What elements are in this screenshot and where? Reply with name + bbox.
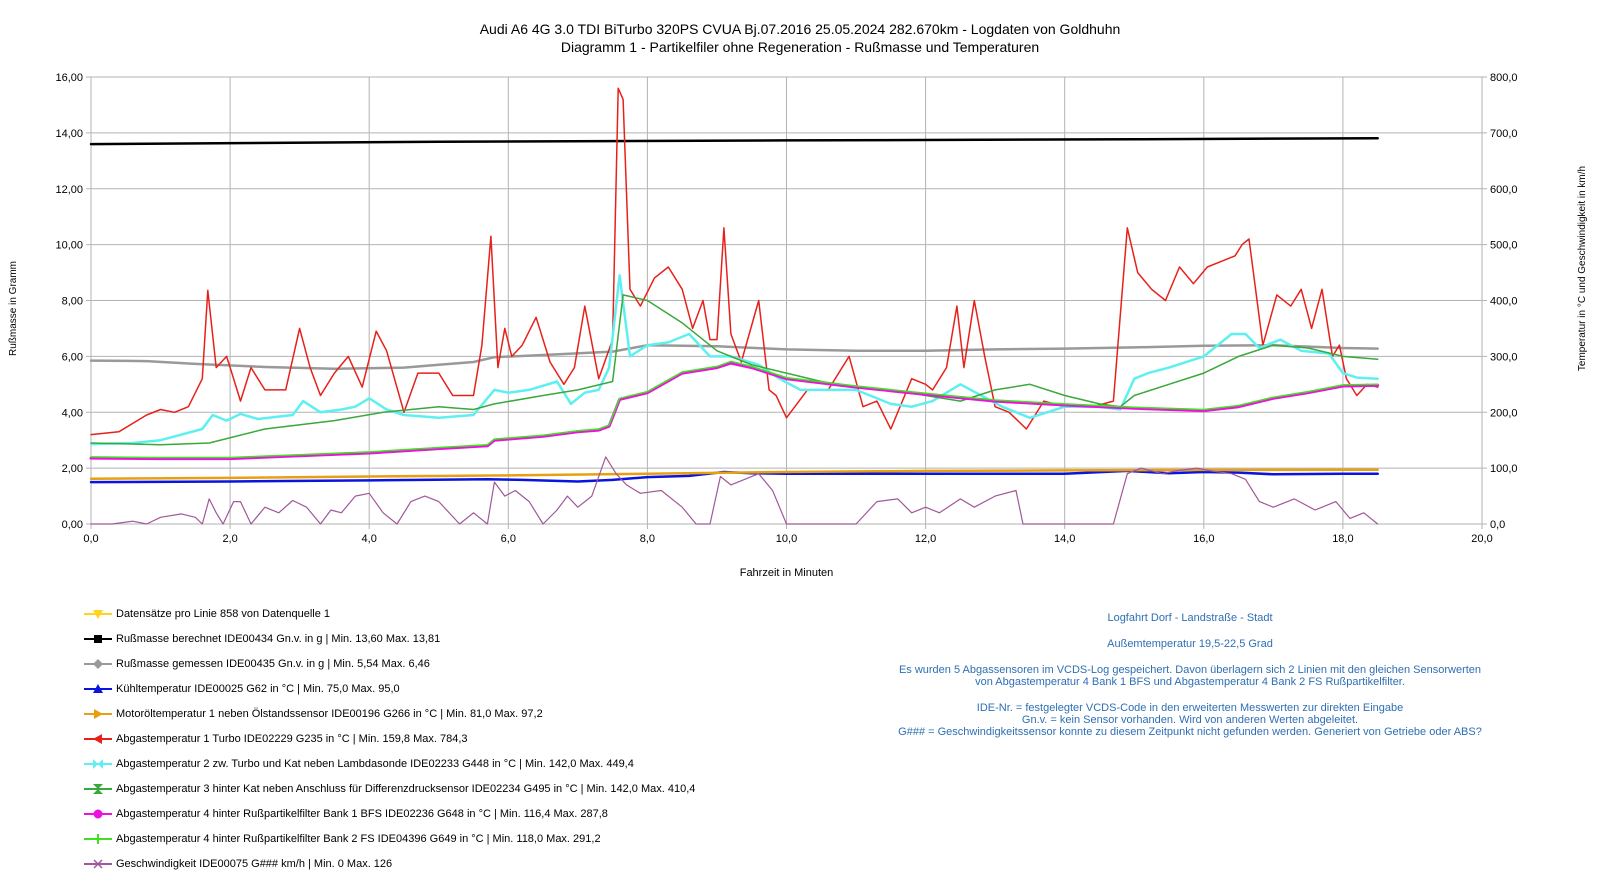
series-line-7 [90, 294, 1379, 446]
y-tick-label: 4,00 [62, 407, 83, 419]
x-tick-label: 12,0 [915, 533, 936, 545]
legend-label: Rußmasse gemessen IDE00435 Gn.v. in g | … [116, 658, 430, 670]
legend-item: Rußmasse gemessen IDE00435 Gn.v. in g | … [84, 657, 695, 682]
legend-swatch-triangle-left [84, 734, 112, 744]
legend-swatch-diamond [84, 659, 112, 669]
legend-item: Rußmasse berechnet IDE00434 Gn.v. in g |… [84, 632, 695, 657]
legend: Datensätze pro Linie 858 von Datenquelle… [84, 607, 695, 882]
x-tick-label: 10,0 [776, 533, 797, 545]
legend-swatch-triangle-up [84, 684, 112, 693]
legend-item: Abgastemperatur 1 Turbo IDE02229 G235 in… [84, 732, 695, 757]
y2-tick-label: 300,0 [1490, 351, 1518, 363]
series-line-1 [89, 136, 1379, 146]
y-tick-label: 12,00 [55, 184, 83, 196]
series-line-8 [89, 361, 1380, 461]
y-tick-label: 6,00 [62, 351, 83, 363]
y2-tick-label: 800,0 [1490, 72, 1518, 84]
legend-swatch-triangle-down [84, 610, 112, 619]
legend-label: Abgastemperatur 1 Turbo IDE02229 G235 in… [116, 733, 468, 745]
x-tick-label: 18,0 [1332, 533, 1353, 545]
y-tick-label: 14,00 [55, 128, 83, 140]
y2-tick-label: 500,0 [1490, 240, 1518, 252]
x-tick-label: 4,0 [362, 533, 377, 545]
series-line-4 [89, 468, 1379, 480]
x-tick-label: 8,0 [640, 533, 655, 545]
legend-item: Abgastemperatur 2 zw. Turbo und Kat nebe… [84, 757, 695, 782]
series-line-6 [89, 274, 1379, 446]
legend-swatch-plus [84, 834, 112, 844]
x-tick-label: 2,0 [222, 533, 237, 545]
legend-item: Abgastemperatur 4 hinter Rußpartikelfilt… [84, 807, 695, 832]
y-axis-label: Rußmasse in Gramm [8, 261, 19, 356]
y-tick-label: 16,00 [55, 72, 83, 84]
x-tick-label: 14,0 [1054, 533, 1075, 545]
chart-subtitle: Diagramm 1 - Partikelfiler ohne Regenera… [560, 39, 1040, 55]
x-tick-label: 16,0 [1193, 533, 1214, 545]
legend-swatch-triangle-right [84, 709, 112, 719]
x-tick-label: 20,0 [1471, 533, 1492, 545]
legend-swatch-square [84, 635, 112, 643]
legend-label: Datensätze pro Linie 858 von Datenquelle… [116, 608, 331, 620]
legend-label: Abgastemperatur 3 hinter Kat neben Ansch… [116, 783, 696, 795]
x-tick-label: 6,0 [501, 533, 516, 545]
legend-label: Geschwindigkeit IDE00075 G### km/h | Min… [116, 858, 393, 870]
series-line-9 [90, 360, 1379, 459]
chart-title: Audi A6 4G 3.0 TDI BiTurbo 320PS CVUA Bj… [479, 21, 1121, 37]
note-text: Außemtemperatur 19,5-22,5 Grad [1107, 638, 1273, 650]
series-line-10 [90, 456, 1379, 525]
legend-swatch-hourglass [84, 784, 112, 794]
legend-item: Kühltemperatur IDE00025 G62 in °C | Min.… [84, 682, 695, 707]
series-line-5 [90, 87, 1379, 436]
y2-tick-label: 100,0 [1490, 463, 1518, 475]
legend-label: Abgastemperatur 2 zw. Turbo und Kat nebe… [116, 758, 634, 770]
y-tick-label: 0,00 [62, 519, 83, 531]
legend-label: Rußmasse berechnet IDE00434 Gn.v. in g |… [116, 633, 441, 645]
y-tick-label: 2,00 [62, 463, 83, 475]
notes-panel: Logfahrt Dorf - Landstraße - Stadt Außemt… [800, 612, 1580, 752]
legend-item: Abgastemperatur 3 hinter Kat neben Ansch… [84, 782, 695, 807]
legend-label: Abgastemperatur 4 hinter Rußpartikelfilt… [116, 808, 608, 820]
note-text: Logfahrt Dorf - Landstraße - Stadt [1107, 612, 1273, 624]
x-axis-label: Fahrzeit in Minuten [740, 567, 834, 579]
legend-label: Abgastemperatur 4 hinter Rußpartikelfilt… [116, 833, 601, 845]
legend-item: Abgastemperatur 4 hinter Rußpartikelfilt… [84, 832, 695, 857]
y-tick-label: 8,00 [62, 296, 83, 308]
series-line-3 [89, 469, 1379, 484]
legend-item: Datensätze pro Linie 858 von Datenquelle… [84, 607, 695, 632]
legend-item: Geschwindigkeit IDE00075 G### km/h | Min… [84, 857, 695, 882]
legend-swatch-circle [84, 809, 112, 819]
note-text: IDE-Nr. = festgelegter VCDS-Code in den … [898, 702, 1482, 738]
legend-label: Kühltemperatur IDE00025 G62 in °C | Min.… [116, 683, 400, 695]
y2-axis-label: Temperatur in °C und Geschwindigkeit in … [1577, 166, 1588, 371]
legend-item: Motoröltemperatur 1 neben Ölstandssensor… [84, 707, 695, 732]
y-tick-label: 10,00 [55, 240, 83, 252]
x-tick-label: 0,0 [83, 533, 98, 545]
y2-tick-label: 400,0 [1490, 296, 1518, 308]
legend-label: Motoröltemperatur 1 neben Ölstandssensor… [116, 708, 543, 720]
y2-tick-label: 0,0 [1490, 519, 1505, 531]
legend-swatch-bowtie [84, 759, 112, 769]
note-text: Es wurden 5 Abgassensoren im VCDS-Log ge… [898, 664, 1482, 688]
y2-tick-label: 200,0 [1490, 407, 1518, 419]
y2-tick-label: 700,0 [1490, 128, 1518, 140]
y2-tick-label: 600,0 [1490, 184, 1518, 196]
legend-swatch-cross [84, 859, 112, 869]
